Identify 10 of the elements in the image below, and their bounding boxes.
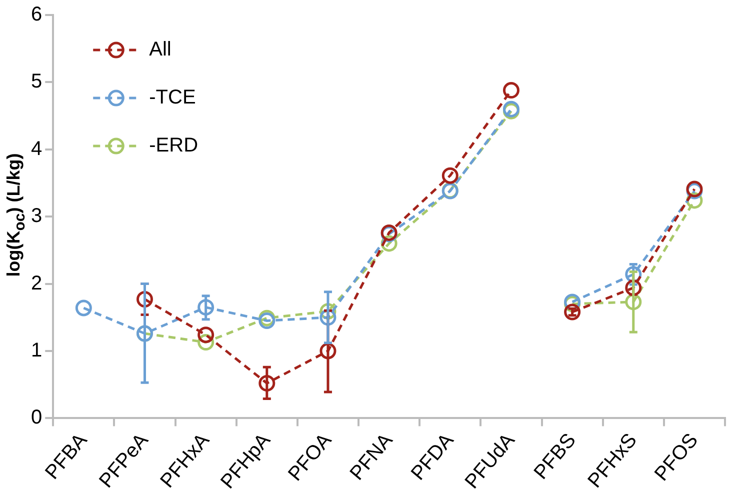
legend-label: -TCE [149,86,196,109]
y-tick-label: 3 [31,205,42,228]
y-tick-label: 4 [31,138,42,160]
y-tick-label: 5 [31,70,42,93]
legend-label: All [149,38,172,61]
y-tick-label: 6 [31,4,42,26]
y-tick-label: 2 [31,272,42,294]
y-tick-label: 0 [31,406,42,429]
legend-label: -ERD [149,134,198,157]
y-tick-label: 1 [31,340,42,362]
